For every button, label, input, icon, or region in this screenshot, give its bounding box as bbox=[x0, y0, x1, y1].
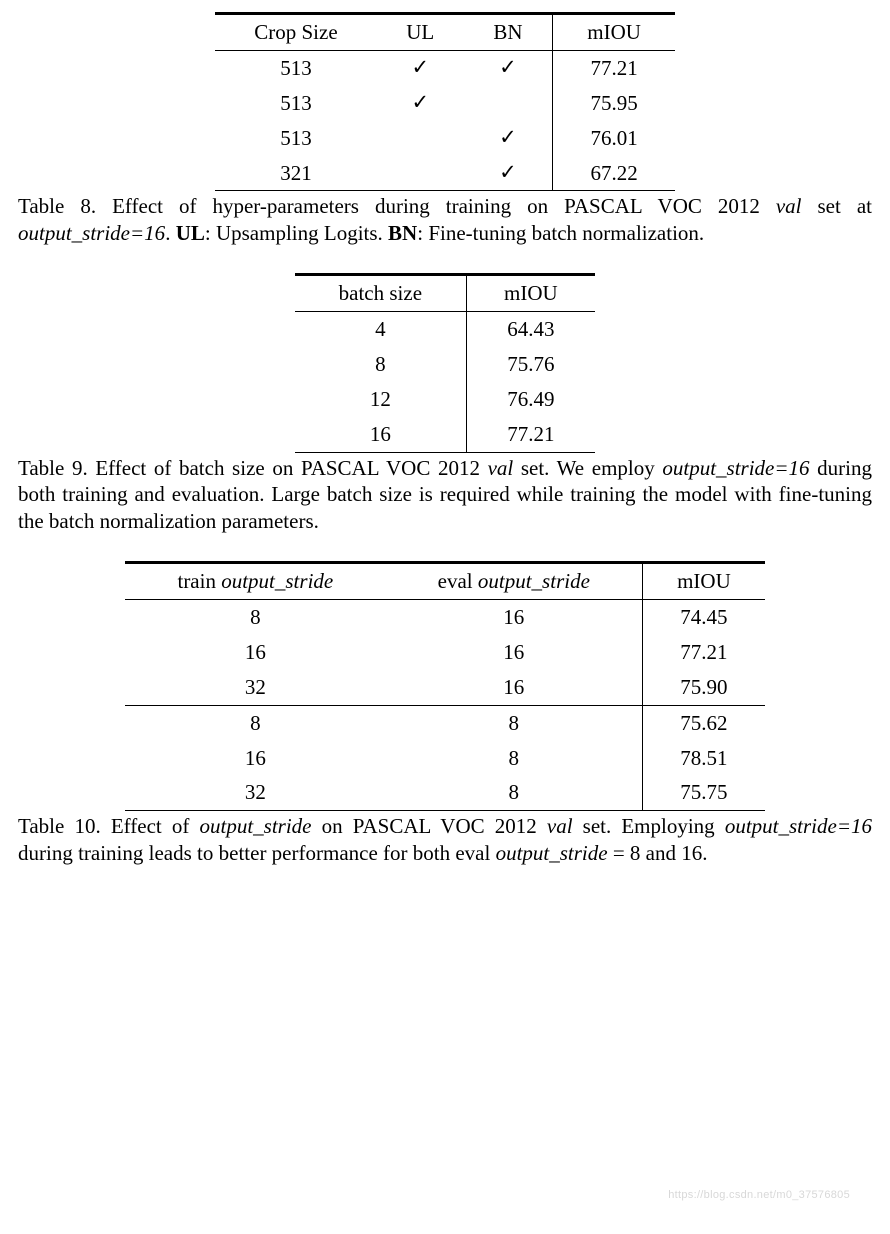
table-cell: 16 bbox=[125, 635, 386, 670]
table-cell: 74.45 bbox=[642, 600, 765, 635]
table-cell: 77.21 bbox=[553, 50, 675, 85]
table-cell: 8 bbox=[386, 741, 643, 776]
table-cell: 32 bbox=[125, 670, 386, 705]
table-cell bbox=[464, 86, 553, 121]
check-icon: ✓ bbox=[464, 121, 553, 156]
t9-col-bs: batch size bbox=[295, 275, 466, 312]
t10-col-eval: eval output_stride bbox=[386, 563, 643, 600]
table-cell: 77.21 bbox=[642, 635, 765, 670]
table-cell bbox=[377, 121, 464, 156]
t8-col-crop: Crop Size bbox=[215, 14, 377, 51]
table-10: train output_stride eval output_stride m… bbox=[125, 561, 765, 811]
table-cell: 513 bbox=[215, 121, 377, 156]
table-cell: 8 bbox=[386, 775, 643, 810]
table-cell: 77.21 bbox=[466, 417, 595, 452]
t9-col-miou: mIOU bbox=[466, 275, 595, 312]
t8-col-miou: mIOU bbox=[553, 14, 675, 51]
table-cell: 16 bbox=[386, 670, 643, 705]
table-cell: 78.51 bbox=[642, 741, 765, 776]
table-cell: 76.01 bbox=[553, 121, 675, 156]
table-cell: 8 bbox=[125, 600, 386, 635]
table-cell: 75.76 bbox=[466, 347, 595, 382]
check-icon: ✓ bbox=[464, 50, 553, 85]
table-cell: 75.90 bbox=[642, 670, 765, 705]
table-cell: 513 bbox=[215, 86, 377, 121]
table-cell: 8 bbox=[295, 347, 466, 382]
table-cell: 16 bbox=[386, 635, 643, 670]
table-cell: 67.22 bbox=[553, 156, 675, 191]
table-8: Crop Size UL BN mIOU 513 ✓ ✓ 77.21 513 ✓… bbox=[215, 12, 675, 191]
table-cell: 16 bbox=[295, 417, 466, 452]
table-cell: 321 bbox=[215, 156, 377, 191]
t8-col-bn: BN bbox=[464, 14, 553, 51]
table-cell: 75.75 bbox=[642, 775, 765, 810]
table-cell: 32 bbox=[125, 775, 386, 810]
check-icon: ✓ bbox=[377, 50, 464, 85]
check-icon: ✓ bbox=[464, 156, 553, 191]
table-cell: 16 bbox=[386, 600, 643, 635]
table-cell: 75.62 bbox=[642, 705, 765, 740]
table-cell: 4 bbox=[295, 312, 466, 347]
table-cell: 76.49 bbox=[466, 382, 595, 417]
table-cell bbox=[377, 156, 464, 191]
watermark-text: https://blog.csdn.net/m0_37576805 bbox=[668, 1188, 850, 1202]
t10-col-miou: mIOU bbox=[642, 563, 765, 600]
table-cell: 75.95 bbox=[553, 86, 675, 121]
table-cell: 8 bbox=[386, 705, 643, 740]
check-icon: ✓ bbox=[377, 86, 464, 121]
table-9: batch size mIOU 4 64.43 8 75.76 12 76.49… bbox=[295, 273, 595, 452]
table-9-caption: Table 9. Effect of batch size on PASCAL … bbox=[18, 455, 872, 536]
table-cell: 16 bbox=[125, 741, 386, 776]
table-cell: 12 bbox=[295, 382, 466, 417]
table-10-caption: Table 10. Effect of output_stride on PAS… bbox=[18, 813, 872, 867]
table-8-caption: Table 8. Effect of hyper-parameters duri… bbox=[18, 193, 872, 247]
table-cell: 8 bbox=[125, 705, 386, 740]
table-cell: 513 bbox=[215, 50, 377, 85]
table-cell: 64.43 bbox=[466, 312, 595, 347]
t10-col-train: train output_stride bbox=[125, 563, 386, 600]
t8-col-ul: UL bbox=[377, 14, 464, 51]
